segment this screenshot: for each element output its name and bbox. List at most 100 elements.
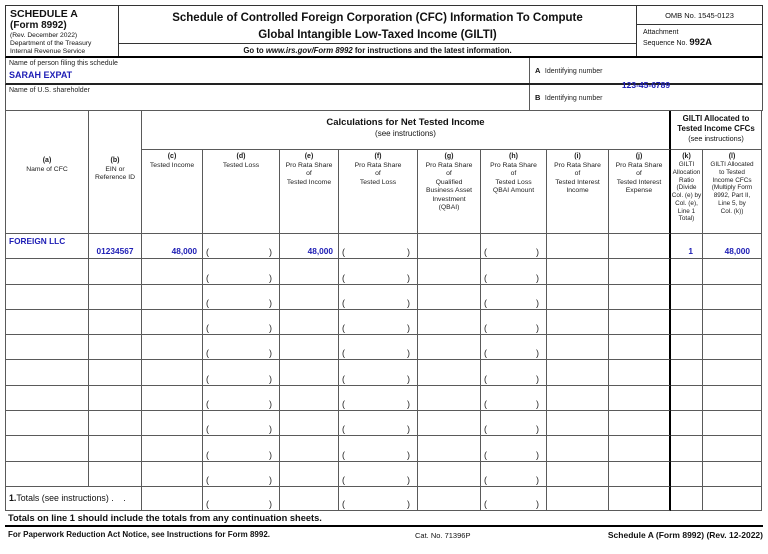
cell-row6-col-j[interactable] (609, 360, 671, 386)
filer-name-value[interactable]: SARAH EXPAT (9, 70, 73, 80)
cell-row8-col-l[interactable] (703, 411, 762, 437)
cell-row6-col-h[interactable]: () (481, 360, 547, 386)
cell-row10-col-d[interactable]: () (203, 461, 280, 487)
cell-row4-col-c[interactable] (142, 309, 203, 336)
cell-row5-col-i[interactable] (547, 335, 609, 361)
cell-row6-col-g[interactable] (418, 360, 481, 386)
cell-row9-col-h[interactable]: () (481, 436, 547, 462)
cell-row9-col-g[interactable] (418, 436, 481, 462)
cell-row8-col-c[interactable] (142, 411, 203, 437)
cell-row1-col-l[interactable]: 48,000 (703, 234, 762, 260)
cell-row6-col-b[interactable] (89, 360, 142, 386)
totals-col-k[interactable] (671, 486, 703, 511)
identifying-number-b-field[interactable]: B Identifying number (529, 85, 762, 110)
cell-row2-col-g[interactable] (418, 259, 481, 285)
cell-row10-col-h[interactable]: () (481, 461, 547, 487)
cell-row6-col-f[interactable]: () (339, 360, 418, 386)
cell-row4-col-i[interactable] (547, 309, 609, 336)
cell-row8-col-b[interactable] (89, 411, 142, 437)
cell-row6-col-c[interactable] (142, 360, 203, 386)
cell-row10-col-i[interactable] (547, 461, 609, 487)
cell-row10-col-a[interactable] (6, 461, 89, 487)
cell-row1-col-e[interactable]: 48,000 (280, 234, 339, 260)
totals-col-f[interactable]: () (339, 486, 418, 511)
totals-col-j[interactable] (609, 486, 671, 511)
cell-row3-col-d[interactable]: () (203, 284, 280, 310)
cell-row3-col-h[interactable]: () (481, 284, 547, 310)
cell-row1-col-c[interactable]: 48,000 (142, 234, 203, 260)
filer-name-field[interactable]: Name of person filing this schedule SARA… (6, 58, 529, 83)
totals-col-l[interactable] (703, 486, 762, 511)
cell-row1-col-i[interactable] (547, 234, 609, 260)
cell-row10-col-b[interactable] (89, 461, 142, 487)
cell-row8-col-j[interactable] (609, 411, 671, 437)
identifying-number-a-field[interactable]: A Identifying number 123-45-6789 (529, 58, 762, 90)
cell-row2-col-d[interactable]: () (203, 259, 280, 285)
cell-row9-col-d[interactable]: () (203, 436, 280, 462)
cell-row4-col-h[interactable]: () (481, 309, 547, 336)
cell-row5-col-e[interactable] (280, 335, 339, 361)
cell-row2-col-l[interactable] (703, 259, 762, 285)
cell-row8-col-f[interactable]: () (339, 411, 418, 437)
cell-row2-col-c[interactable] (142, 259, 203, 285)
cell-row5-col-a[interactable] (6, 335, 89, 361)
cell-row1-col-b[interactable]: 01234567 (89, 234, 142, 260)
cell-row4-col-e[interactable] (280, 309, 339, 336)
cell-row10-col-e[interactable] (280, 461, 339, 487)
cell-row1-col-g[interactable] (418, 234, 481, 260)
cell-row2-col-i[interactable] (547, 259, 609, 285)
cell-row5-col-d[interactable]: () (203, 335, 280, 361)
cell-row9-col-k[interactable] (671, 436, 703, 462)
cell-row5-col-h[interactable]: () (481, 335, 547, 361)
cell-row1-col-d[interactable]: () (203, 234, 280, 260)
cell-row3-col-b[interactable] (89, 284, 142, 310)
totals-col-i[interactable] (547, 486, 609, 511)
cell-row1-col-f[interactable]: () (339, 234, 418, 260)
totals-col-h[interactable]: () (481, 486, 547, 511)
cell-row4-col-f[interactable]: () (339, 309, 418, 336)
cell-row8-col-k[interactable] (671, 411, 703, 437)
cell-row9-col-a[interactable] (6, 436, 89, 462)
cell-row9-col-j[interactable] (609, 436, 671, 462)
cell-row2-col-k[interactable] (671, 259, 703, 285)
cell-row4-col-j[interactable] (609, 309, 671, 336)
cell-row3-col-f[interactable]: () (339, 284, 418, 310)
cell-row9-col-c[interactable] (142, 436, 203, 462)
cell-row6-col-e[interactable] (280, 360, 339, 386)
id-a-value[interactable]: 123-45-6789 (621, 80, 671, 90)
cell-row4-col-b[interactable] (89, 309, 142, 336)
cell-row6-col-k[interactable] (671, 360, 703, 386)
cell-row2-col-e[interactable] (280, 259, 339, 285)
cell-row5-col-g[interactable] (418, 335, 481, 361)
cell-row10-col-f[interactable]: () (339, 461, 418, 487)
cell-row7-col-a[interactable] (6, 385, 89, 412)
cell-row7-col-f[interactable]: () (339, 385, 418, 412)
cell-row3-col-c[interactable] (142, 284, 203, 310)
cell-row9-col-f[interactable]: () (339, 436, 418, 462)
cell-row3-col-a[interactable] (6, 284, 89, 310)
cell-row5-col-l[interactable] (703, 335, 762, 361)
cell-row5-col-f[interactable]: () (339, 335, 418, 361)
cell-row7-col-c[interactable] (142, 385, 203, 412)
cell-row5-col-j[interactable] (609, 335, 671, 361)
cell-row7-col-b[interactable] (89, 385, 142, 412)
cell-row5-col-c[interactable] (142, 335, 203, 361)
cell-row8-col-g[interactable] (418, 411, 481, 437)
cell-row2-col-b[interactable] (89, 259, 142, 285)
cell-row4-col-a[interactable] (6, 309, 89, 336)
cell-row10-col-k[interactable] (671, 461, 703, 487)
cell-row2-col-f[interactable]: () (339, 259, 418, 285)
cell-row10-col-g[interactable] (418, 461, 481, 487)
cell-row7-col-l[interactable] (703, 385, 762, 412)
cell-row4-col-k[interactable] (671, 309, 703, 336)
cell-row10-col-j[interactable] (609, 461, 671, 487)
cell-row8-col-i[interactable] (547, 411, 609, 437)
cell-row5-col-k[interactable] (671, 335, 703, 361)
totals-col-d[interactable]: () (203, 486, 280, 511)
totals-col-c[interactable] (142, 486, 203, 511)
cell-row3-col-i[interactable] (547, 284, 609, 310)
cell-row4-col-g[interactable] (418, 309, 481, 336)
cell-row9-col-l[interactable] (703, 436, 762, 462)
cell-row2-col-j[interactable] (609, 259, 671, 285)
cell-row9-col-i[interactable] (547, 436, 609, 462)
